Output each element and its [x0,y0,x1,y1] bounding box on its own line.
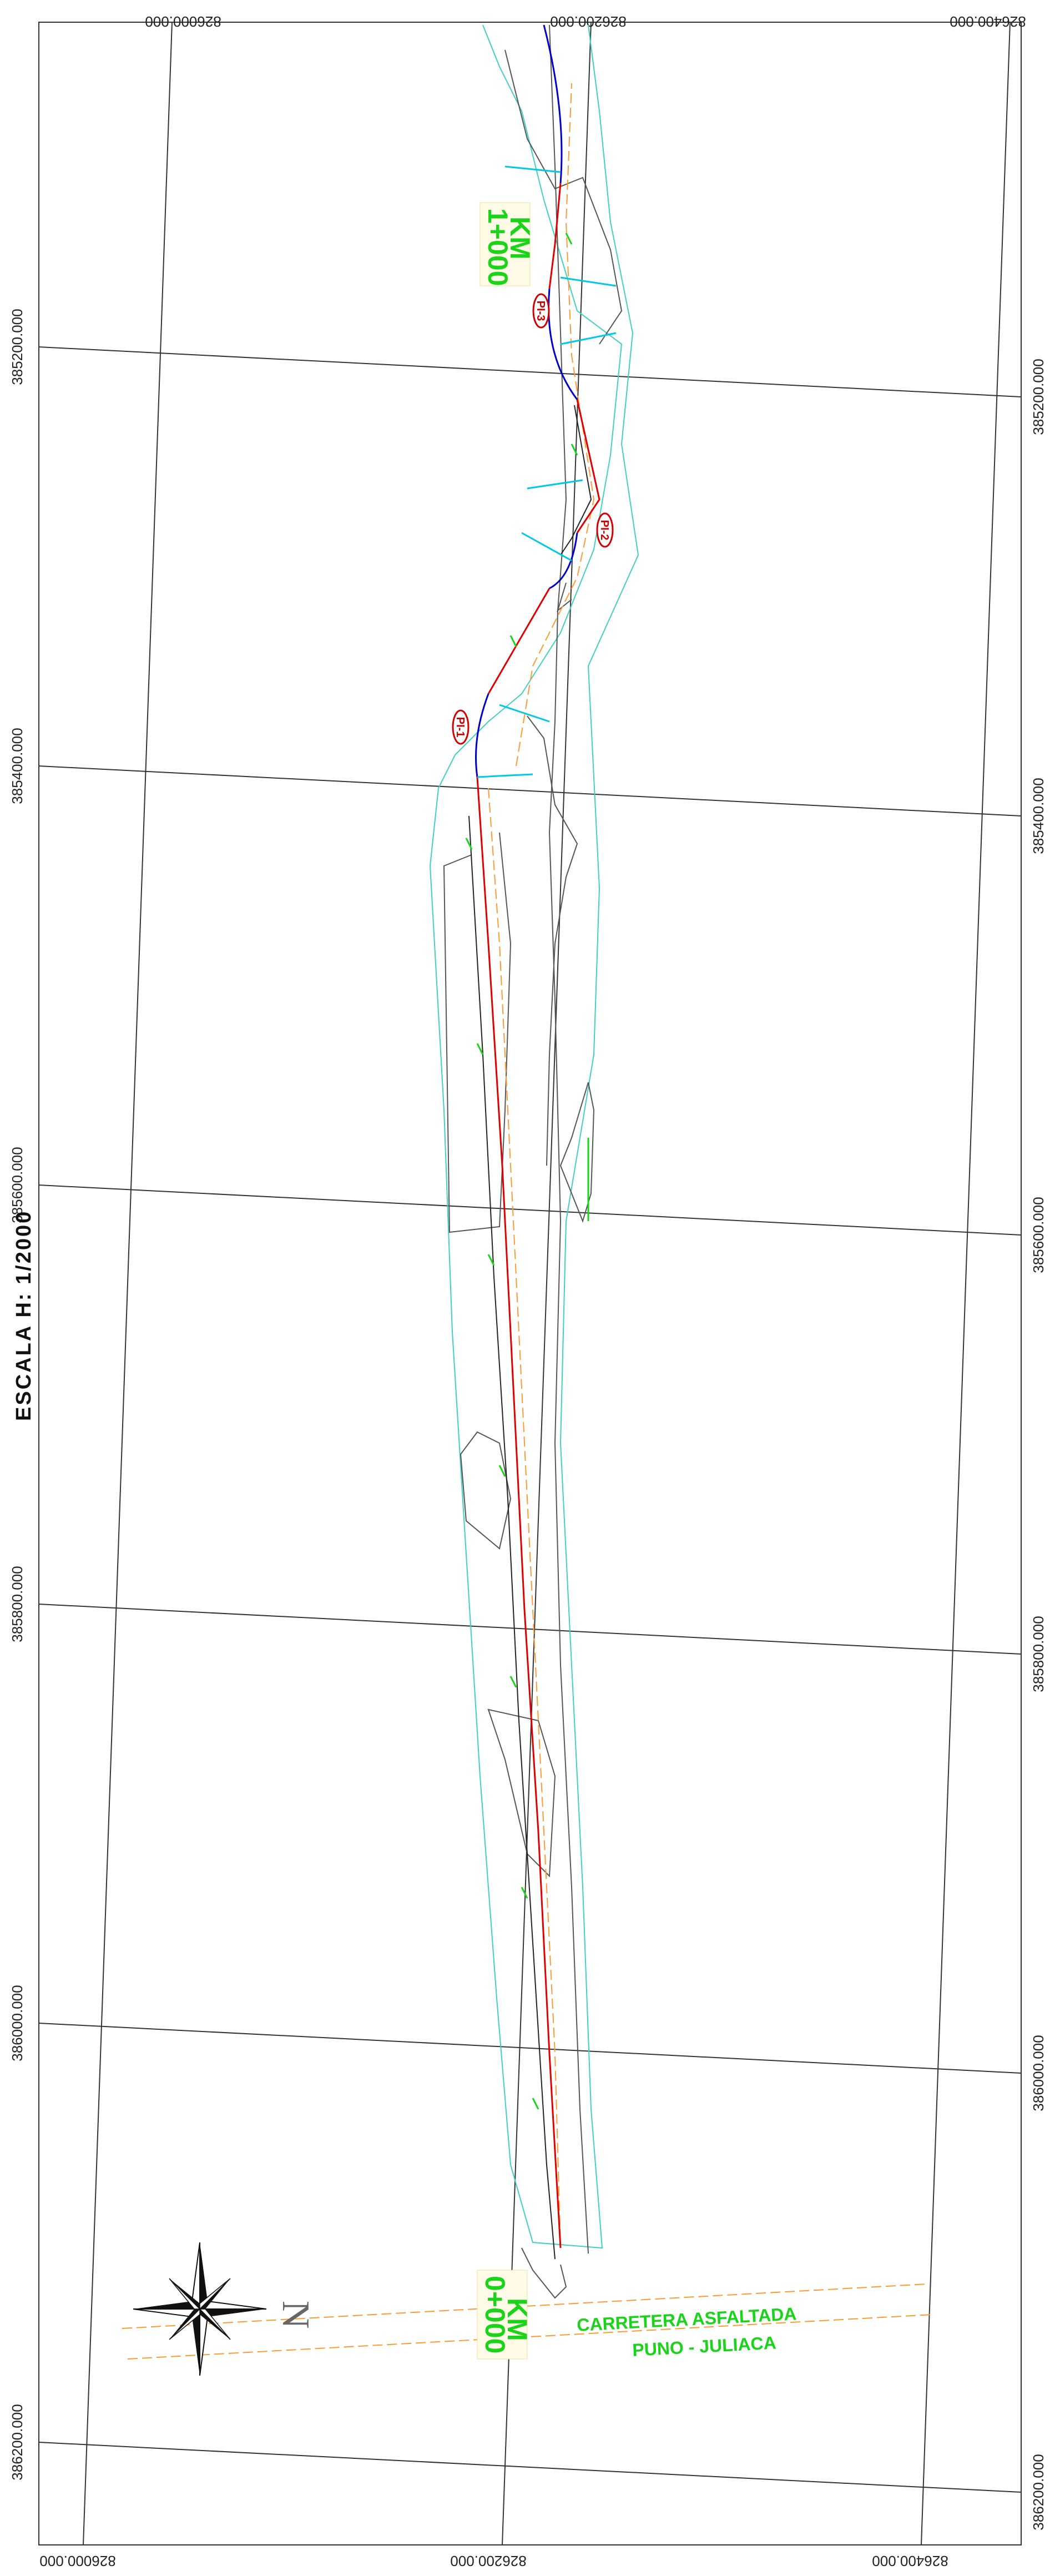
grid-easting-line [502,22,592,2545]
northing-label-right: 386200.000 [1030,2454,1047,2530]
pi-label: PI-2 [598,520,610,541]
easting-label-top: 826000.000 [145,13,221,30]
pi-marker: PI-1 [452,709,470,745]
km0-line1: KM [502,2298,533,2341]
terrain-lines [443,24,623,2299]
km0-line2: 0+000 [479,2276,511,2353]
road-centerline [476,183,600,2249]
station-ticks [465,233,589,2110]
coordinate-grid [38,22,1022,2545]
north-label: N [274,2301,317,2329]
grid-easting-line [83,22,173,2545]
grid-northing-line [38,346,1022,397]
northing-label-left: 386200.000 [9,2404,26,2480]
station-label-km0: KM 0+000 [477,2270,533,2360]
road-label-line1: CARRETERA ASFALTADA [576,2303,797,2335]
easting-label-bottom: 826200.000 [450,2553,526,2569]
km1-line1: KM [504,216,536,260]
northing-label-right: 385600.000 [1030,1197,1047,1273]
northing-label-left: 385400.000 [9,728,26,804]
pi-marker: PI-3 [532,293,550,329]
grid-northing-line [38,2442,1022,2493]
easting-label-bottom: 826000.000 [39,2553,115,2569]
northing-label-right: 385400.000 [1030,778,1047,854]
northing-label-left: 385200.000 [9,309,26,385]
north-arrow-icon [133,2242,267,2376]
pi-marker: PI-2 [596,512,614,548]
cross-sections [477,165,617,778]
northing-label-left: 385600.000 [9,1147,26,1223]
northing-label-right: 386000.000 [1030,2035,1047,2111]
map-frame [38,22,1022,2545]
pi-label: PI-1 [454,717,466,738]
northing-labels-right: 385200.000 385400.000 385600.000 385800.… [1030,359,1047,2530]
northing-label-left: 385800.000 [9,1566,26,1642]
pi-label: PI-3 [534,301,547,321]
northing-label-right: 385800.000 [1030,1616,1047,1692]
corridor-boundary [429,24,639,2249]
easting-label-bottom: 826400.000 [872,2553,948,2569]
grid-easting-line [921,22,1011,2545]
grid-northing-line [38,765,1022,816]
grid-northing-line [38,1184,1022,1236]
easting-label-top: 826400.000 [950,13,1026,30]
road-label: CARRETERA ASFALTADA PUNO - JULIACA [576,2303,797,2360]
grid-northing-line [38,1604,1022,1655]
northing-label-left: 386000.000 [9,1985,26,2061]
northing-labels-left: 385200.000 385400.000 385600.000 385800.… [9,309,26,2480]
road-label-line2: PUNO - JULIACA [632,2332,776,2360]
scale-label: ESCALA H: 1/2000 [12,1210,36,1421]
station-label-km1: KM 1+000 [479,202,536,286]
easting-labels-top: 826200.000 826400.000 826000.000 [145,13,1026,30]
northing-label-right: 385200.000 [1030,359,1047,435]
km1-line2: 1+000 [482,208,513,286]
road-edge-line [468,405,592,2260]
offset-lines [122,83,933,2360]
grid-northing-line [38,2023,1022,2074]
easting-labels-bottom: 826000.000 826200.000 826400.000 [39,2553,948,2569]
